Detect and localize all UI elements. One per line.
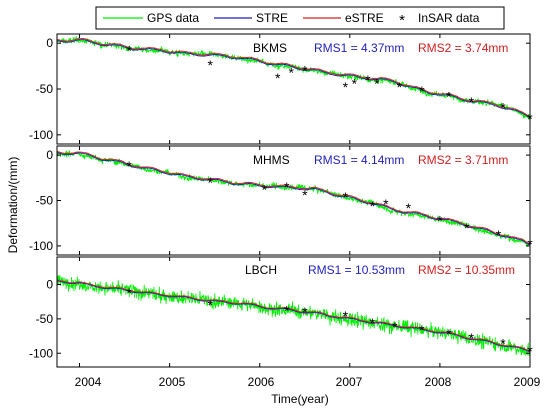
insar-point: * [352, 76, 358, 92]
panel-lbch-stre-series [56, 280, 531, 353]
insar-point: * [464, 220, 470, 236]
x-tick-label: 2007 [336, 375, 363, 389]
y-axis-title: Deformation/(mm) [6, 157, 20, 254]
x-tick-label: 2009 [514, 375, 541, 389]
y-tick-label: -100 [29, 128, 53, 142]
panel-mhms-rms2: RMS2 = 3.71mm [418, 153, 508, 167]
estre-line [57, 151, 531, 245]
panel-bkms-stre-series [57, 39, 531, 119]
y-tick-label: 0 [46, 148, 53, 162]
estre-line [57, 279, 530, 352]
panel-lbch-station-label: LBCH [245, 263, 277, 277]
x-tick-label: 2006 [248, 375, 275, 389]
gps-data-line [56, 150, 531, 248]
y-tick-label: 0 [46, 278, 53, 292]
x-axis-title: Time(year) [271, 392, 329, 406]
insar-point: * [397, 79, 403, 95]
insar-point: * [370, 198, 376, 214]
stre-line [57, 39, 531, 119]
stre-line [57, 152, 531, 246]
panel-mhms-station-label: MHMS [253, 153, 290, 167]
insar-point: * [288, 65, 294, 81]
insar-point: * [284, 303, 290, 319]
legend-stre-label: STRE [256, 11, 288, 25]
panel-mhms-estre-series [57, 151, 531, 245]
insar-point: * [469, 94, 475, 110]
x-tick-label: 2008 [425, 375, 452, 389]
insar-point: * [469, 330, 475, 346]
y-tick-label: -50 [36, 312, 54, 326]
insar-point: * [437, 213, 443, 229]
insar-point: * [419, 83, 425, 99]
y-tick-label: -100 [29, 239, 53, 253]
y-tick-label: -100 [29, 346, 53, 360]
panel-lbch-rms1: RMS1 = 10.53mm [308, 263, 405, 277]
panel-bkms-rms2: RMS2 = 3.74mm [418, 41, 508, 55]
insar-point: * [284, 179, 290, 195]
insar-point: * [343, 79, 349, 95]
panel-lbch-rms2: RMS2 = 10.35mm [418, 263, 515, 277]
insar-point: * [446, 326, 452, 342]
insar-point: * [374, 76, 380, 92]
panel-mhms-gps-series [56, 150, 531, 248]
insar-point: * [406, 200, 412, 216]
insar-point: * [126, 158, 132, 174]
panel-lbch-axes: 0 -50 -100 [29, 256, 531, 368]
legend-estre-label: eSTRE [345, 11, 384, 25]
estre-line [57, 37, 531, 118]
insar-point: * [126, 43, 132, 59]
panel-bkms-estre-series [57, 37, 531, 118]
x-tick-labels: 2004 2005 2006 2007 2008 2009 [75, 375, 541, 389]
panel-mhms: ** * ** ** * ** * ** 0-50-100 MHMS RMS1 = 4.14m… [29, 145, 533, 256]
insar-point: * [365, 72, 371, 88]
panel-bkms-station-label: BKMS [253, 41, 287, 55]
panel-mhms-rms1: RMS1 = 4.14mm [314, 153, 404, 167]
insar-point: * [343, 308, 349, 324]
x-tick-label: 2005 [159, 375, 186, 389]
insar-point: * [261, 182, 267, 198]
insar-point: * [370, 315, 376, 331]
panel-mhms-insar-series: ** * ** ** * ** * ** [126, 158, 533, 252]
insar-point: * [207, 297, 213, 313]
panel-lbch-estre-series [57, 279, 530, 352]
legend-insar-marker: * [399, 12, 405, 29]
insar-point: * [392, 319, 398, 335]
insar-point: * [207, 174, 213, 190]
insar-point: * [500, 336, 506, 352]
legend: GPS data STRE eSTRE * InSAR data [95, 6, 505, 30]
insar-point: * [302, 304, 308, 320]
x-tick-label: 2004 [75, 375, 102, 389]
stre-line [56, 280, 531, 353]
y-tick-label: -50 [36, 82, 54, 96]
insar-point: * [343, 189, 349, 205]
panel-bkms: *** * ** * * * * * * * ** 0-50-100 BKMS RMS1 = 4.3… [29, 33, 533, 145]
legend-gps-label: GPS data [147, 11, 199, 25]
panel-bkms-rms1: RMS1 = 4.37mm [314, 41, 404, 55]
legend-box [95, 6, 505, 30]
legend-insar-label: InSAR data [418, 11, 480, 25]
panel-frame [56, 256, 531, 368]
insar-point: * [500, 99, 506, 115]
insar-point: * [383, 196, 389, 212]
panel-bkms-axes: 0 -50 -100 [29, 33, 531, 145]
insar-point: * [275, 70, 281, 86]
y-tick-label: -50 [36, 194, 54, 208]
insar-point: * [302, 63, 308, 79]
insar-point: * [207, 57, 213, 73]
insar-point: * [302, 187, 308, 203]
insar-point: * [496, 227, 502, 243]
insar-point: * [419, 322, 425, 338]
panel-lbch: ** * * * * * * * * * * 0-50-100 LBCH RMS1 = 10.53m… [29, 256, 533, 368]
panel-mhms-stre-series [57, 152, 531, 246]
panel-mhms-axes: 0 -50 -100 [29, 145, 531, 256]
insar-point: * [126, 285, 132, 301]
insar-point: * [446, 88, 452, 104]
y-tick-label: 0 [46, 36, 53, 50]
